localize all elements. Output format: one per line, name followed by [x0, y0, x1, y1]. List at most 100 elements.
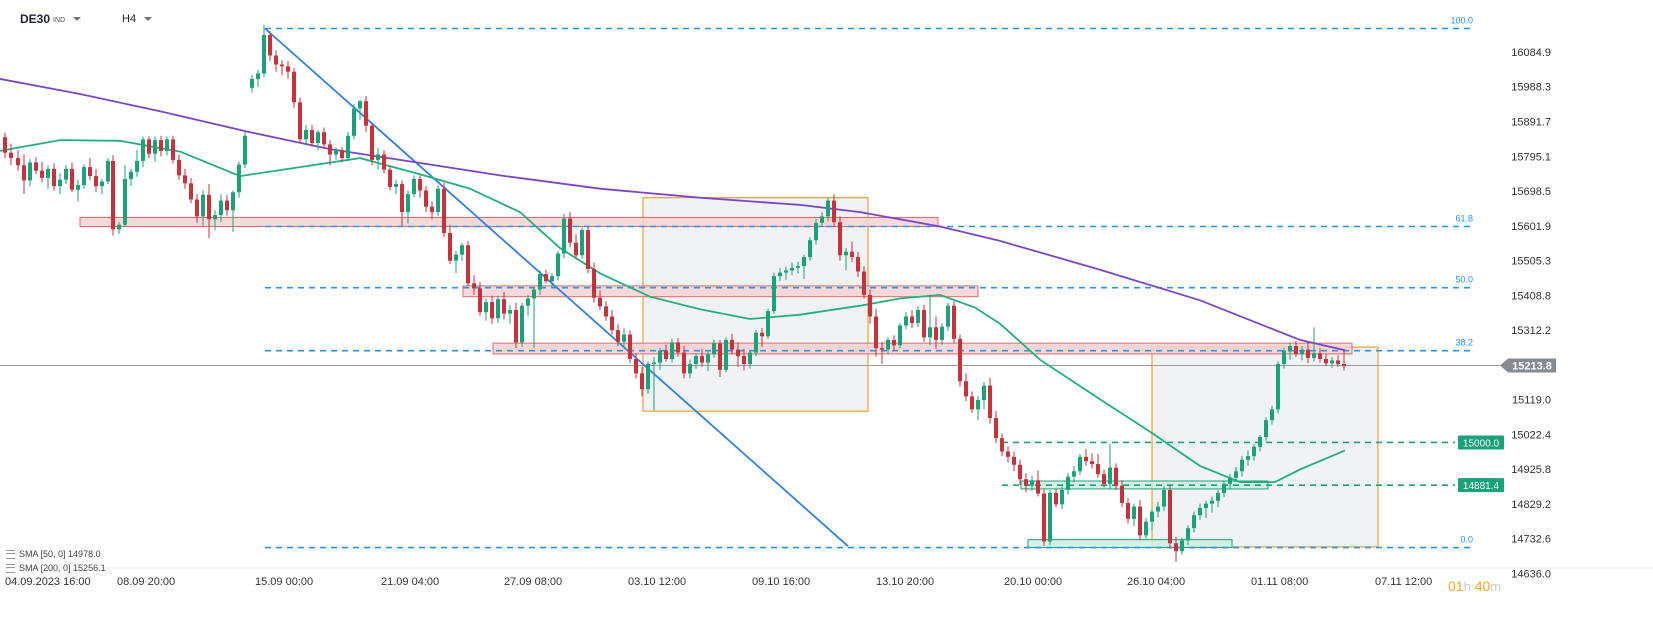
- candle[interactable]: [1066, 473, 1070, 495]
- candle[interactable]: [658, 348, 662, 370]
- candle[interactable]: [1240, 456, 1244, 477]
- candle[interactable]: [640, 366, 644, 397]
- timeframe-selector[interactable]: H4: [122, 10, 153, 28]
- candle[interactable]: [928, 294, 932, 346]
- candle[interactable]: [856, 251, 860, 277]
- candle[interactable]: [1084, 448, 1088, 466]
- candle[interactable]: [664, 344, 668, 362]
- candle[interactable]: [1276, 361, 1280, 414]
- candle[interactable]: [814, 219, 818, 245]
- support-zone[interactable]: [1027, 539, 1233, 549]
- candle[interactable]: [1294, 340, 1298, 357]
- candle[interactable]: [448, 224, 452, 265]
- candle[interactable]: [832, 194, 836, 227]
- resistance-zone[interactable]: [492, 342, 1353, 355]
- candle[interactable]: [622, 328, 626, 349]
- candle[interactable]: [1102, 469, 1106, 488]
- candle[interactable]: [922, 304, 926, 342]
- candle[interactable]: [34, 157, 38, 175]
- symbol-selector[interactable]: DE30 IND: [20, 10, 82, 28]
- candle[interactable]: [532, 286, 536, 349]
- candle[interactable]: [466, 240, 470, 286]
- candle[interactable]: [1138, 500, 1142, 541]
- candle[interactable]: [70, 162, 74, 193]
- candle[interactable]: [718, 339, 722, 377]
- candle[interactable]: [1006, 446, 1010, 463]
- candle[interactable]: [304, 124, 308, 146]
- candle[interactable]: [610, 310, 614, 335]
- candle[interactable]: [1264, 417, 1268, 441]
- candle[interactable]: [1174, 536, 1178, 562]
- candle[interactable]: [802, 254, 806, 279]
- candle[interactable]: [171, 135, 175, 164]
- candle[interactable]: [1078, 454, 1082, 475]
- candle[interactable]: [976, 396, 980, 421]
- candle[interactable]: [9, 143, 13, 166]
- candle[interactable]: [628, 330, 632, 364]
- candle[interactable]: [784, 266, 788, 280]
- candle[interactable]: [616, 324, 620, 347]
- candle[interactable]: [1150, 509, 1154, 531]
- candle[interactable]: [376, 148, 380, 170]
- candle[interactable]: [538, 270, 542, 295]
- candle[interactable]: [1000, 433, 1004, 457]
- candle[interactable]: [850, 241, 854, 262]
- candle[interactable]: [1198, 503, 1202, 520]
- candle[interactable]: [1090, 453, 1094, 469]
- candle[interactable]: [430, 201, 434, 220]
- candle[interactable]: [712, 339, 716, 358]
- candle[interactable]: [195, 194, 199, 223]
- candle[interactable]: [1030, 475, 1034, 492]
- candle[interactable]: [964, 373, 968, 402]
- candle[interactable]: [40, 161, 44, 183]
- candle[interactable]: [592, 262, 596, 303]
- candle[interactable]: [316, 130, 320, 151]
- candle[interactable]: [1156, 501, 1160, 518]
- candle[interactable]: [1270, 405, 1274, 425]
- candle[interactable]: [790, 262, 794, 276]
- trend-line[interactable]: [264, 27, 849, 547]
- candle[interactable]: [1324, 354, 1328, 367]
- candle[interactable]: [598, 290, 602, 311]
- candle[interactable]: [153, 136, 157, 162]
- candle[interactable]: [52, 163, 56, 191]
- candle[interactable]: [111, 155, 115, 236]
- candle[interactable]: [886, 337, 890, 355]
- candle[interactable]: [1144, 518, 1148, 540]
- candle[interactable]: [46, 165, 50, 189]
- candle[interactable]: [298, 97, 302, 143]
- candle[interactable]: [688, 359, 692, 379]
- candle[interactable]: [1252, 444, 1256, 461]
- candle[interactable]: [562, 213, 566, 259]
- candle[interactable]: [580, 227, 584, 259]
- candle[interactable]: [1300, 346, 1304, 361]
- candle[interactable]: [219, 194, 223, 223]
- candle[interactable]: [982, 382, 986, 410]
- candle[interactable]: [1258, 434, 1262, 452]
- range-box[interactable]: [1151, 346, 1379, 548]
- candle[interactable]: [916, 306, 920, 328]
- candle[interactable]: [766, 308, 770, 339]
- candle[interactable]: [880, 341, 884, 365]
- candle[interactable]: [262, 24, 266, 78]
- candle[interactable]: [1306, 342, 1310, 364]
- candle[interactable]: [28, 158, 32, 187]
- candle[interactable]: [213, 210, 217, 231]
- candle[interactable]: [310, 124, 314, 147]
- candle[interactable]: [117, 222, 121, 234]
- candle[interactable]: [370, 122, 374, 166]
- candle[interactable]: [106, 158, 110, 185]
- candle[interactable]: [958, 334, 962, 387]
- candle[interactable]: [123, 165, 127, 228]
- candle[interactable]: [514, 302, 518, 349]
- candle[interactable]: [1024, 473, 1028, 493]
- candle[interactable]: [826, 197, 830, 222]
- candle[interactable]: [201, 190, 205, 227]
- candle[interactable]: [706, 351, 710, 372]
- candle[interactable]: [334, 147, 338, 160]
- candle[interactable]: [970, 391, 974, 413]
- candle[interactable]: [1216, 490, 1220, 508]
- candle[interactable]: [231, 190, 235, 232]
- candle[interactable]: [1126, 498, 1130, 524]
- candle[interactable]: [1204, 500, 1208, 519]
